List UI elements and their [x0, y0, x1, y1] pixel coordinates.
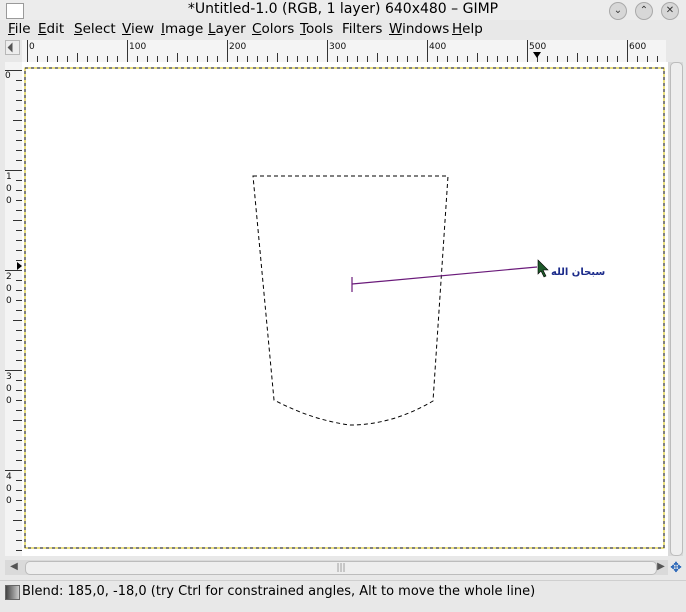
horizontal-scrollbar[interactable]: ◀ ||| ▶	[5, 560, 668, 575]
vertical-scrollbar-thumb[interactable]	[670, 62, 683, 556]
menu-edit[interactable]: Edit	[38, 21, 65, 37]
app-icon[interactable]	[6, 3, 24, 19]
hruler-label: 600	[629, 42, 646, 52]
horizontal-ruler-ticks: 0 100 200 300 400 500 600	[27, 40, 668, 62]
menu-colors[interactable]: Colors	[252, 21, 295, 37]
image-boundary-dash	[24, 67, 665, 549]
vruler-label: 2 0 0	[6, 272, 12, 306]
status-bar: Blend: 185,0, -18,0 (try Ctrl for constr…	[0, 580, 686, 603]
menu-select[interactable]: Select	[74, 21, 116, 37]
window-title: *Untitled-1.0 (RGB, 1 layer) 640x480 – G…	[187, 1, 499, 17]
svg-text:0: 0	[6, 496, 12, 506]
horizontal-ruler[interactable]: 0 100 200 300 400 500 600	[22, 40, 668, 63]
svg-text:0: 0	[6, 296, 12, 306]
hruler-label: 200	[229, 42, 246, 52]
svg-text:0: 0	[6, 284, 12, 294]
menu-filters[interactable]: Filters	[342, 21, 383, 37]
title-bar: *Untitled-1.0 (RGB, 1 layer) 640x480 – G…	[0, 0, 686, 20]
vruler-label: 1 0 0	[6, 172, 12, 206]
menu-help[interactable]: Help	[452, 21, 483, 37]
hruler-label: 100	[129, 42, 146, 52]
vruler-label: 4 0 0	[6, 472, 12, 506]
vertical-ruler[interactable]: 0 1 0 0 2 0 0 3 0 0 4 0 0	[5, 62, 23, 561]
menu-bar: File Edit Select View Image Layer Colors…	[0, 20, 686, 39]
svg-text:2: 2	[6, 272, 12, 282]
hruler-label: 400	[429, 42, 446, 52]
svg-text:0: 0	[6, 384, 12, 394]
canvas-drawing	[24, 67, 665, 549]
svg-text:0: 0	[6, 484, 12, 494]
maximize-button[interactable]: ⌃	[635, 2, 653, 20]
close-button[interactable]: ✕	[661, 2, 679, 20]
svg-text:1: 1	[6, 172, 12, 182]
pointer-marker-icon	[17, 262, 22, 270]
hruler-label: 500	[529, 42, 546, 52]
horizontal-scrollbar-thumb[interactable]: |||	[25, 561, 657, 575]
ruler-corner-menu-button[interactable]	[5, 40, 20, 55]
menu-tools[interactable]: Tools	[300, 21, 334, 37]
hruler-label: 0	[29, 42, 35, 52]
menu-view[interactable]: View	[122, 21, 155, 37]
svg-text:4: 4	[6, 472, 12, 482]
svg-text:0: 0	[6, 184, 12, 194]
hruler-label: 300	[329, 42, 346, 52]
svg-text:3: 3	[6, 372, 12, 382]
blend-tool-icon	[5, 585, 20, 600]
menu-file[interactable]: File	[8, 21, 31, 37]
pointer-marker-icon	[533, 52, 541, 58]
menu-windows[interactable]: Windows	[389, 21, 450, 37]
status-message: Blend: 185,0, -18,0 (try Ctrl for constr…	[22, 584, 536, 599]
vruler-label: 0	[5, 71, 11, 81]
blend-line	[351, 266, 538, 285]
minimize-button[interactable]: ⌄	[609, 2, 627, 20]
image-canvas[interactable]	[22, 62, 668, 556]
vruler-label: 3 0 0	[6, 372, 12, 406]
cursor-icon	[537, 259, 549, 278]
image-boundary	[24, 67, 665, 549]
svg-text:0: 0	[6, 196, 12, 206]
selection-outline	[252, 175, 449, 426]
canvas-annotation-text: سبحان الله	[551, 267, 606, 278]
arrow-icon	[7, 42, 18, 53]
vertical-ruler-ticks: 0 1 0 0 2 0 0 3 0 0 4 0 0	[5, 70, 22, 561]
menu-image[interactable]: Image	[161, 21, 204, 37]
scroll-right-arrow-icon[interactable]: ▶	[657, 561, 665, 572]
scroll-left-arrow-icon[interactable]: ◀	[10, 561, 18, 572]
navigate-icon[interactable]: ✥	[670, 560, 682, 576]
svg-text:0: 0	[6, 396, 12, 406]
menu-layer[interactable]: Layer	[208, 21, 246, 37]
